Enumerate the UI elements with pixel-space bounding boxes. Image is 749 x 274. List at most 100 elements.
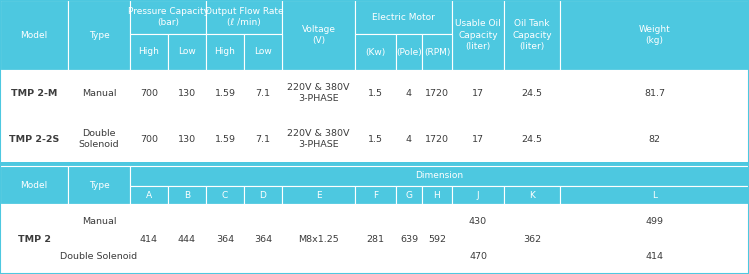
Bar — [206, 204, 244, 274]
Text: Type: Type — [88, 30, 109, 39]
Text: Type: Type — [88, 181, 109, 190]
Text: M8x1.25: M8x1.25 — [298, 235, 339, 244]
Text: Low: Low — [178, 47, 196, 56]
Bar — [68, 204, 130, 239]
Text: H: H — [434, 190, 440, 199]
Text: Double
Solenoid: Double Solenoid — [79, 129, 119, 149]
Bar — [452, 239, 504, 274]
Text: 364: 364 — [216, 235, 234, 244]
Bar — [504, 116, 560, 162]
Bar — [130, 204, 168, 274]
Text: 4: 4 — [406, 135, 412, 144]
Text: Model: Model — [20, 30, 48, 39]
Bar — [560, 204, 749, 239]
Text: Pressure Capacity
(bar): Pressure Capacity (bar) — [127, 7, 208, 27]
Text: Oil Tank
Capacity
(liter): Oil Tank Capacity (liter) — [512, 19, 552, 51]
Bar — [168, 34, 206, 70]
Bar — [560, 0, 749, 70]
Bar — [560, 186, 749, 204]
Bar — [244, 34, 282, 70]
Bar — [355, 34, 396, 70]
Text: (Pole): (Pole) — [396, 47, 422, 56]
Text: 130: 130 — [178, 89, 196, 98]
Bar — [452, 70, 504, 116]
Bar — [355, 70, 396, 116]
Text: TMP 2-M: TMP 2-M — [10, 89, 57, 98]
Text: 17: 17 — [472, 135, 484, 144]
Text: (RPM): (RPM) — [424, 47, 450, 56]
Bar — [244, 204, 282, 274]
Bar — [206, 116, 244, 162]
Text: High: High — [139, 47, 160, 56]
Bar — [244, 70, 282, 116]
Bar — [168, 116, 206, 162]
Bar — [130, 0, 206, 34]
Bar — [422, 34, 452, 70]
Bar — [206, 34, 244, 70]
Text: L: L — [652, 190, 657, 199]
Text: E: E — [315, 190, 321, 199]
Text: 1.5: 1.5 — [368, 89, 383, 98]
Bar — [422, 116, 452, 162]
Bar — [452, 186, 504, 204]
Text: D: D — [260, 190, 267, 199]
Bar — [68, 70, 130, 116]
Bar — [422, 186, 452, 204]
Bar — [68, 166, 130, 204]
Text: 700: 700 — [140, 89, 158, 98]
Text: 17: 17 — [472, 89, 484, 98]
Bar — [168, 186, 206, 204]
Text: 4: 4 — [406, 89, 412, 98]
Text: Usable Oil
Capacity
(liter): Usable Oil Capacity (liter) — [455, 19, 501, 51]
Bar — [504, 0, 560, 70]
Bar — [0, 0, 68, 70]
Text: TMP 2-2S: TMP 2-2S — [9, 135, 59, 144]
Bar — [68, 239, 130, 274]
Bar — [168, 204, 206, 274]
Text: Output Flow Rate
(ℓ /min): Output Flow Rate (ℓ /min) — [204, 7, 283, 27]
Bar — [282, 70, 355, 116]
Text: 82: 82 — [649, 135, 661, 144]
Bar — [68, 0, 130, 70]
Bar — [560, 70, 749, 116]
Bar — [422, 70, 452, 116]
Bar — [396, 116, 422, 162]
Bar — [452, 0, 504, 70]
Bar — [560, 239, 749, 274]
Text: B: B — [184, 190, 190, 199]
Text: 24.5: 24.5 — [521, 89, 542, 98]
Text: 24.5: 24.5 — [521, 135, 542, 144]
Text: High: High — [214, 47, 235, 56]
Text: Model: Model — [20, 181, 48, 190]
Bar — [504, 70, 560, 116]
Bar — [355, 116, 396, 162]
Text: 364: 364 — [254, 235, 272, 244]
Bar — [244, 116, 282, 162]
Text: 1720: 1720 — [425, 89, 449, 98]
Bar — [206, 0, 282, 34]
Text: 444: 444 — [178, 235, 196, 244]
Text: TMP 2: TMP 2 — [17, 235, 50, 244]
Bar — [396, 204, 422, 274]
Text: 470: 470 — [469, 252, 487, 261]
Text: 220V & 380V
3-PHASE: 220V & 380V 3-PHASE — [288, 129, 350, 149]
Text: J: J — [476, 190, 479, 199]
Text: 1.5: 1.5 — [368, 135, 383, 144]
Text: 639: 639 — [400, 235, 418, 244]
Bar — [282, 0, 355, 70]
Text: Weight
(kg): Weight (kg) — [639, 25, 670, 45]
Text: 1.59: 1.59 — [214, 135, 235, 144]
Bar — [0, 166, 68, 204]
Bar — [130, 116, 168, 162]
Bar — [282, 186, 355, 204]
Bar — [560, 116, 749, 162]
Bar — [0, 162, 749, 166]
Bar — [0, 204, 68, 274]
Text: Voltage
(V): Voltage (V) — [302, 25, 336, 45]
Text: (Kw): (Kw) — [366, 47, 386, 56]
Bar — [206, 186, 244, 204]
Bar — [452, 116, 504, 162]
Text: 430: 430 — [469, 217, 487, 226]
Text: Double Solenoid: Double Solenoid — [61, 252, 138, 261]
Text: 1.59: 1.59 — [214, 89, 235, 98]
